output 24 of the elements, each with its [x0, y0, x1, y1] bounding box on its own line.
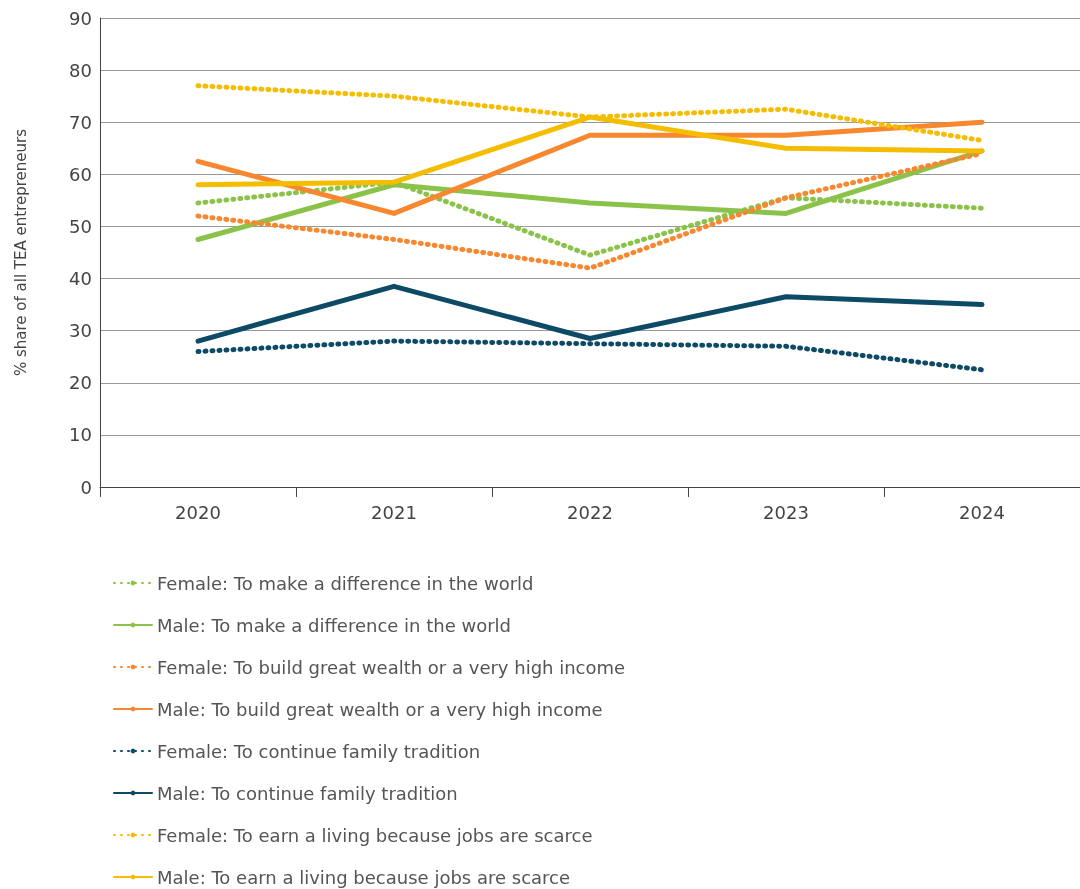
legend-label: Male: To build great wealth or a very high income	[157, 698, 603, 720]
legend-label: Female: To continue family tradition	[157, 740, 481, 762]
legend-label: Male: To continue family tradition	[157, 782, 458, 804]
y-tick-label: 20	[69, 372, 92, 394]
x-tick-label: 2020	[175, 501, 221, 523]
x-tick-label: 2021	[371, 501, 417, 523]
y-tick-label: 50	[69, 215, 92, 237]
y-tick-label: 10	[69, 424, 92, 446]
legend-label: Female: To build great wealth or a very high income	[157, 656, 626, 678]
y-tick-label: 40	[69, 268, 92, 290]
y-axis-title: % share of all TEA entrepreneurs	[11, 128, 30, 377]
legend-label: Female: To make a difference in the world	[157, 572, 534, 594]
legend-label: Female: To earn a living because jobs are scarce	[157, 824, 593, 846]
y-tick-label: 0	[80, 476, 92, 498]
y-tick-label: 60	[69, 163, 92, 185]
legend-label: Male: To earn a living because jobs are scarce	[157, 866, 571, 888]
y-tick-label: 70	[69, 111, 92, 133]
y-tick-label: 80	[69, 59, 92, 81]
x-tick-label: 2023	[763, 501, 809, 523]
legend-label: Male: To make a difference in the world	[157, 614, 512, 636]
x-tick-label: 2024	[959, 501, 1005, 523]
y-tick-label: 30	[69, 320, 92, 342]
y-tick-label: 90	[69, 7, 92, 29]
x-tick-label: 2022	[567, 501, 613, 523]
